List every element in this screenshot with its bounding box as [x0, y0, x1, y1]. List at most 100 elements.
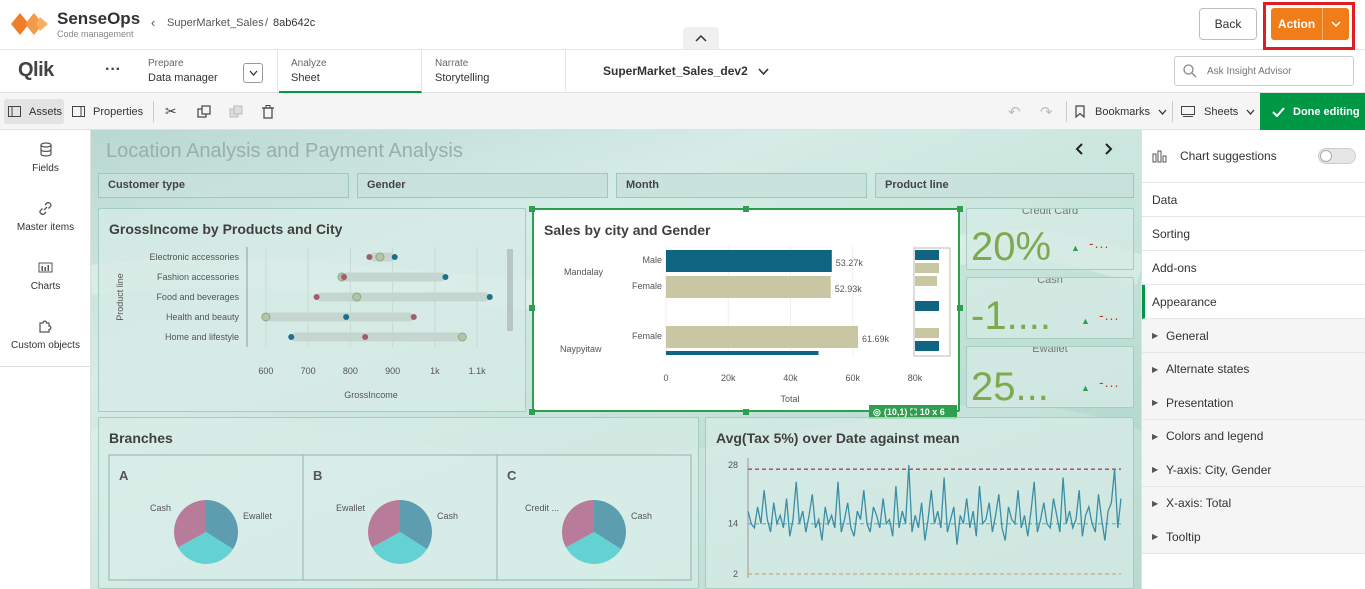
properties-label: Properties: [93, 105, 144, 118]
tab-narrate[interactable]: Narrate Storytelling: [423, 50, 566, 93]
resize-handle[interactable]: [529, 305, 535, 311]
action-dropdown[interactable]: [1323, 8, 1349, 40]
sales-by-city-chart[interactable]: Sales by city and Gender 0 20k 40k 60k 80k To…: [532, 208, 960, 419]
panel-row-data[interactable]: Data: [1142, 183, 1365, 217]
kpi-credit-card-value: 20%: [971, 225, 1052, 269]
filter-gender[interactable]: Gender: [357, 173, 608, 198]
tab-prepare[interactable]: Prepare Data manager: [136, 50, 278, 93]
resize-handle[interactable]: [743, 409, 749, 415]
insight-search-input[interactable]: [1207, 65, 1347, 77]
back-chevron-icon[interactable]: ‹: [151, 15, 156, 30]
link-icon: [39, 201, 52, 215]
filter-customer-type[interactable]: Customer type: [98, 173, 349, 198]
sheet-selector[interactable]: SuperMarket_Sales_dev2: [603, 64, 769, 78]
branches-chart[interactable]: Branches A Cash Ewallet B Ewallet Cash C Credit…: [98, 417, 699, 589]
panel-row-appearance[interactable]: Appearance: [1142, 285, 1365, 319]
assets-fields-label: Fields: [32, 163, 59, 174]
kpi-cash-value: -1....: [971, 294, 1052, 338]
panel-subrow-general[interactable]: ▶ General: [1142, 319, 1365, 353]
tab-analyze[interactable]: Analyze Sheet: [279, 50, 422, 93]
mini-bar: [915, 276, 937, 286]
avg-tax-plot[interactable]: 28 14 2: [706, 418, 1135, 589]
next-sheet-icon[interactable]: [1105, 142, 1113, 160]
cut-icon[interactable]: ✂: [165, 103, 177, 119]
x-tick-label: 900: [385, 366, 400, 376]
panel-subrow-tooltip[interactable]: ▶ Tooltip: [1142, 520, 1365, 554]
bookmarks-button[interactable]: Bookmarks: [1075, 99, 1167, 124]
resize-handle[interactable]: [957, 206, 963, 212]
panel-subrow-alternate-states[interactable]: ▶ Alternate states: [1142, 352, 1365, 387]
chevron-down-icon: [1158, 109, 1167, 115]
bar: [666, 326, 859, 348]
prepare-dropdown[interactable]: [243, 63, 263, 83]
sales-by-city-plot[interactable]: 0 20k 40k 60k 80k Total Mandalay Naypyitaw Male 5…: [534, 210, 960, 412]
back-button[interactable]: Back: [1199, 8, 1257, 40]
top-bar: SenseOps Code management ‹ SuperMarket_S…: [0, 0, 1365, 50]
panel-row-sorting[interactable]: Sorting: [1142, 217, 1365, 251]
properties-button[interactable]: Properties: [68, 99, 148, 124]
panel-row-addons[interactable]: Add-ons: [1142, 251, 1365, 285]
grossincome-chart[interactable]: GrossIncome by Products and City Product…: [98, 208, 526, 412]
kpi-cash[interactable]: Cash -1.... ▲ -...: [966, 277, 1134, 339]
resize-handle[interactable]: [743, 206, 749, 212]
resize-handle[interactable]: [529, 206, 535, 212]
more-menu-icon[interactable]: ···: [105, 61, 121, 78]
properties-panel: Chart suggestions Data Sorting Add-ons A…: [1141, 130, 1365, 589]
panel-subrow-x-axis-total[interactable]: ▶ X-axis: Total: [1142, 486, 1365, 521]
panel-subrow-label: General: [1166, 328, 1209, 343]
data-point: [486, 294, 493, 300]
paste-icon[interactable]: [229, 99, 243, 124]
x-tick-label: 1.1k: [469, 366, 487, 376]
tab-analyze-label: Sheet: [291, 72, 320, 84]
panel-subrow-colors-and-legend[interactable]: ▶ Colors and legend: [1142, 419, 1365, 454]
assets-custom-objects[interactable]: Custom objects: [0, 319, 91, 351]
search-icon: [1183, 64, 1197, 78]
chevron-down-icon: [249, 70, 257, 76]
action-button[interactable]: Action: [1271, 8, 1349, 40]
breadcrumb-app[interactable]: SuperMarket_Sales: [167, 17, 264, 29]
resize-handle[interactable]: [957, 305, 963, 311]
delete-icon[interactable]: [262, 99, 274, 124]
done-editing-button[interactable]: Done editing: [1260, 93, 1365, 130]
assets-fields[interactable]: Fields: [0, 142, 91, 174]
data-point: [343, 314, 350, 320]
chart-suggestions-row[interactable]: Chart suggestions: [1142, 130, 1365, 183]
y-tick-label: 2: [733, 569, 738, 579]
assets-charts[interactable]: Charts: [0, 260, 91, 292]
sheets-button[interactable]: Sheets: [1181, 99, 1255, 124]
collapse-header-button[interactable]: [683, 27, 719, 49]
prev-sheet-icon[interactable]: [1075, 142, 1083, 160]
caret-right-icon: ▶: [1152, 364, 1159, 374]
assets-master-items[interactable]: Master items: [0, 201, 91, 233]
resize-handle[interactable]: [529, 409, 535, 415]
action-button-label[interactable]: Action: [1271, 8, 1323, 40]
kpi-ewallet-value: 25...: [971, 365, 1049, 408]
branches-plot[interactable]: A Cash Ewallet B Ewallet Cash C Credit ... Cash: [99, 418, 700, 589]
chart-suggestions-toggle[interactable]: [1318, 148, 1356, 164]
assets-button[interactable]: Assets: [4, 99, 64, 124]
sheets-icon: [1181, 106, 1195, 117]
selection-badge: ◎ (10,1) ⛶ 10 x 6: [869, 405, 957, 419]
kpi-credit-card-title: Credit Card: [1021, 208, 1079, 217]
x-tick-label: 1k: [430, 366, 440, 376]
kpi-credit-card[interactable]: Credit Card 20% ▲ -...: [966, 208, 1134, 270]
pie-slice: [400, 500, 432, 550]
database-icon: [39, 142, 52, 157]
kpi-ewallet[interactable]: Ewallet 25... ▲ -...: [966, 346, 1134, 408]
panel-subrow-y-axis-city-gender[interactable]: ▶ Y-axis: City, Gender: [1142, 453, 1365, 487]
insight-search[interactable]: [1174, 56, 1354, 86]
undo-icon[interactable]: ↶: [1008, 103, 1021, 121]
toolbar-divider: [153, 101, 154, 122]
data-point: [362, 334, 369, 340]
filter-product-line[interactable]: Product line: [875, 173, 1134, 198]
pie-slice: [562, 500, 594, 548]
copy-icon[interactable]: [197, 99, 211, 124]
caret-right-icon: ▶: [1152, 398, 1159, 407]
trend-up-icon: ▲: [1071, 243, 1080, 253]
filter-month[interactable]: Month: [616, 173, 867, 198]
redo-icon[interactable]: ↷: [1040, 103, 1053, 121]
panel-subrow-presentation[interactable]: ▶ Presentation: [1142, 386, 1365, 420]
avg-tax-chart[interactable]: Avg(Tax 5%) over Date against mean 28 14 2: [705, 417, 1134, 589]
x-tick-label: 40k: [783, 373, 798, 383]
